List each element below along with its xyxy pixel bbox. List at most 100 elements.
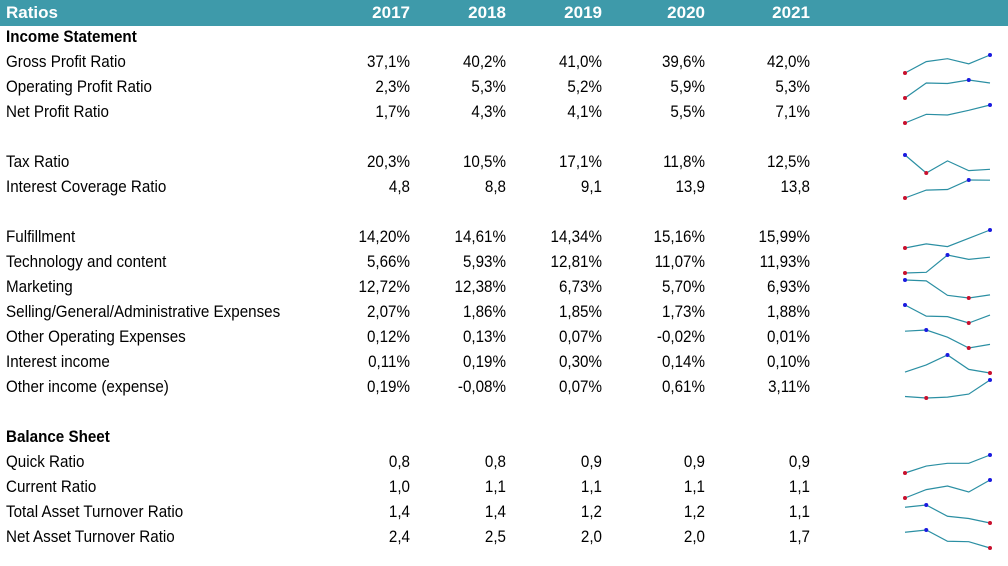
row-label: Net Profit Ratio [6, 103, 109, 121]
table-row: Other income (expense) 0,19% -0,08% 0,07% 0,… [0, 376, 1008, 401]
value-cell: 1,88% [766, 303, 810, 321]
sparkline-high-marker [988, 103, 992, 107]
sparkline-path [904, 54, 991, 74]
value-cell: 1,73% [661, 303, 705, 321]
value-cell: 1,1 [788, 503, 810, 521]
value-cell: 5,2% [567, 78, 602, 96]
value-cell: 3,11% [768, 378, 810, 396]
sparkline [904, 378, 992, 400]
value-cell: 0,19% [366, 378, 410, 396]
sparkline-low-marker [924, 396, 929, 400]
table-row: Interest Coverage Ratio 4,8 8,8 9,1 13,9 13,8 [0, 176, 1008, 201]
value-cell: 1,2 [683, 503, 705, 521]
value-cell: 2,0 [580, 528, 602, 546]
value-cell: 14,20% [358, 228, 410, 246]
value-cell: 41,0% [558, 53, 602, 71]
value-cell: 4,3% [471, 103, 506, 121]
value-cell: 12,81% [550, 253, 602, 271]
year-header: 2019 [564, 3, 602, 22]
value-cell: 4,8 [388, 178, 410, 196]
sparkline-high-marker [945, 253, 950, 257]
table-row: Current Ratio 1,0 1,1 1,1 1,1 1,1 [0, 476, 1008, 501]
value-cell: 2,0 [683, 528, 705, 546]
table-row: Gross Profit Ratio 37,1% 40,2% 41,0% 39,6% 42… [0, 51, 1008, 76]
value-cell: 1,1 [683, 478, 705, 496]
sparkline-low-marker [903, 121, 907, 125]
sparkline-low-marker [903, 71, 907, 75]
row-label: Tax Ratio [6, 153, 70, 171]
table-row: Technology and content 5,66% 5,93% 12,81% 11… [0, 251, 1008, 276]
value-cell: 0,07% [558, 378, 602, 396]
row-label: Interest Coverage Ratio [6, 178, 167, 196]
row-label: Other income (expense) [6, 378, 169, 396]
value-cell: 40,2% [462, 53, 506, 71]
table-row: Interest income 0,11% 0,19% 0,30% 0,14% 0,10% [0, 351, 1008, 376]
row-label: Interest income [6, 353, 110, 371]
sparkline-low-marker [903, 246, 907, 250]
sparkline-path [904, 254, 991, 274]
sparkline-path [904, 529, 991, 549]
sparkline-path [904, 179, 991, 199]
value-cell: 2,3% [375, 78, 410, 96]
sparkline [903, 478, 992, 500]
value-cell: 0,13% [462, 328, 506, 346]
value-cell: 1,0 [388, 478, 410, 496]
sparkline [903, 78, 991, 100]
sparkline-high-marker [988, 228, 992, 232]
value-cell: 1,86% [462, 303, 506, 321]
row-label: Net Asset Turnover Ratio [6, 528, 175, 546]
sparkline-path [904, 304, 991, 324]
value-cell: 5,3% [775, 78, 810, 96]
table-row: Marketing 12,72% 12,38% 6,73% 5,70% 6,93% [0, 276, 1008, 301]
value-cell: 9,1 [580, 178, 602, 196]
section-heading: Balance Sheet [0, 426, 1008, 451]
value-cell: 15,99% [758, 228, 810, 246]
table-row: Net Profit Ratio 1,7% 4,3% 4,1% 5,5% 7,1% [0, 101, 1008, 126]
table-row: Tax Ratio 20,3% 10,5% 17,1% 11,8% 12,5% [0, 151, 1008, 176]
sparkline [903, 103, 992, 125]
value-cell: 42,0% [766, 53, 810, 71]
sparkline-low-marker [966, 321, 971, 325]
value-cell: 0,9 [580, 453, 602, 471]
sparkline-high-marker [988, 453, 992, 457]
value-cell: 1,4 [484, 503, 506, 521]
value-cell: 5,93% [462, 253, 506, 271]
value-cell: 5,66% [366, 253, 410, 271]
row-label: Fulfillment [6, 228, 76, 246]
row-label: Current Ratio [6, 478, 97, 496]
value-cell: 14,34% [550, 228, 602, 246]
value-cell: 0,8 [388, 453, 410, 471]
sparkline-path [904, 454, 991, 474]
sparkline-high-marker [988, 478, 992, 482]
row-label: Selling/General/Administrative Expenses [6, 303, 281, 321]
value-cell: 0,8 [484, 453, 506, 471]
value-cell: 17,1% [558, 153, 602, 171]
table-row: Total Asset Turnover Ratio 1,4 1,4 1,2 1,2 1,… [0, 501, 1008, 526]
value-cell: -0,02% [656, 328, 705, 346]
row-label: Total Asset Turnover Ratio [6, 503, 184, 521]
value-cell: 5,9% [670, 78, 705, 96]
sparkline-path [904, 354, 991, 374]
value-cell: 1,4 [388, 503, 410, 521]
sparkline-high-marker [966, 78, 971, 82]
value-cell: 0,61% [661, 378, 705, 396]
value-cell: 20,3% [366, 153, 410, 171]
sparkline-high-marker [988, 53, 992, 57]
year-header: 2020 [667, 3, 705, 22]
sparkline [904, 353, 992, 375]
row-label: Technology and content [6, 253, 167, 271]
value-cell: 1,7% [375, 103, 410, 121]
value-cell: 39,6% [661, 53, 705, 71]
value-cell: 0,12% [366, 328, 410, 346]
section-heading: Income Statement [0, 26, 1008, 51]
sparkline-high-marker [903, 153, 907, 157]
row-label: Gross Profit Ratio [6, 53, 126, 71]
sparkline [903, 278, 991, 300]
sparkline-low-marker [903, 96, 907, 100]
value-cell: 1,1 [484, 478, 506, 496]
sparkline-low-marker [924, 171, 929, 175]
sparkline-low-marker [903, 196, 907, 200]
value-cell: 1,7 [788, 528, 810, 546]
sparkline-low-marker [903, 496, 907, 500]
